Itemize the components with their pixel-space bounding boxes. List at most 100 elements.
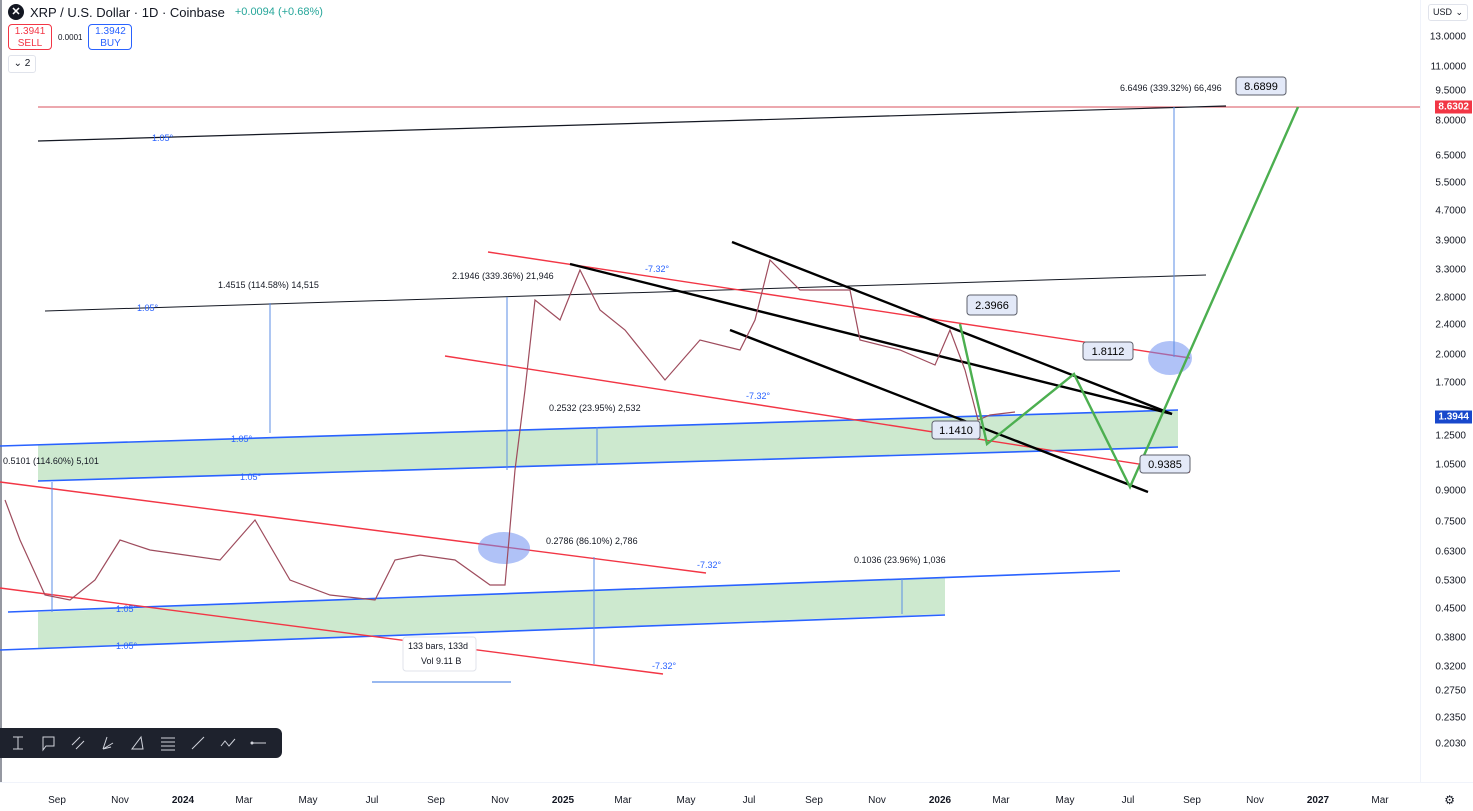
time-label: Jul — [365, 795, 379, 806]
time-label: 2025 — [551, 795, 575, 806]
time-label: Sep — [805, 795, 823, 806]
price-tick: 0.9000 — [1435, 485, 1466, 497]
svg-text:8.6899: 8.6899 — [1244, 81, 1278, 93]
chart-left-border — [0, 0, 2, 782]
measure-1036-label: 0.1036 (23.96%) 1,036 — [854, 555, 946, 565]
angle-label: -7.32° — [652, 661, 677, 671]
path-forecast-icon[interactable] — [216, 731, 240, 755]
time-label: Mar — [614, 795, 632, 806]
buy-price: 1.3942 — [95, 26, 126, 37]
price-tick: 3.3000 — [1435, 264, 1466, 276]
price-tick: 6.5000 — [1435, 150, 1466, 162]
time-label: Jul — [1121, 795, 1135, 806]
measure-top-label: 6.6496 (339.32%) 66,496 — [1120, 83, 1222, 93]
time-label: Mar — [1371, 795, 1389, 806]
angle-label: -7.32° — [746, 391, 771, 401]
sell-label: SELL — [17, 38, 43, 49]
price-axis[interactable]: USD ⌄ 13.0000 11.0000 9.5000 8.0000 6.50… — [1420, 0, 1473, 782]
svg-text:0.9385: 0.9385 — [1148, 459, 1182, 471]
angle-label: -7.32° — [697, 560, 722, 570]
time-label: Sep — [427, 795, 445, 806]
time-label: 2027 — [1306, 795, 1330, 806]
measure-2786-label: 0.2786 (86.10%) 2,786 — [546, 536, 638, 546]
time-label: Mar — [992, 795, 1010, 806]
measure-21946-label: 2.1946 (339.36%) 21,946 — [452, 271, 554, 281]
chart-canvas[interactable]: 2.3966 1.8112 1.1410 0.9385 8.6899 — [0, 0, 1420, 782]
time-label: Nov — [111, 795, 129, 806]
svg-text:1.1410: 1.1410 — [939, 425, 973, 437]
price-tick: 0.6300 — [1435, 546, 1466, 558]
time-axis[interactable]: Sep Nov 2024 Mar May Jul Sep Nov 2025 Ma… — [0, 782, 1473, 811]
spread-value: 0.0001 — [58, 32, 83, 42]
buy-button[interactable]: 1.3942 BUY — [88, 24, 133, 50]
settings-gear-icon[interactable]: ⚙ — [1444, 793, 1455, 807]
angle-label: 1.05° — [240, 472, 262, 482]
price-tick: 11.0000 — [1430, 61, 1466, 73]
callout-23966: 2.3966 — [975, 300, 1009, 312]
buy-label: BUY — [100, 38, 121, 49]
price-tick: 9.5000 — [1435, 85, 1466, 97]
price-tick: 5.5000 — [1435, 177, 1466, 189]
angle-label: 1.05° — [231, 434, 253, 444]
price-tick: 2.0000 — [1435, 349, 1466, 361]
time-label: Nov — [1246, 795, 1264, 806]
time-label: 2024 — [171, 795, 195, 806]
sell-button[interactable]: 1.3941 SELL — [8, 24, 52, 50]
price-tick: 0.7500 — [1435, 516, 1466, 528]
price-tick: 8.0000 — [1435, 115, 1466, 127]
measure-2532-label: 0.2532 (23.95%) 2,532 — [549, 403, 641, 413]
current-price-tag: 1.3944 — [1435, 410, 1472, 424]
time-label: Sep — [1183, 795, 1201, 806]
price-tick: 0.3800 — [1435, 632, 1466, 644]
price-tick: 1.7000 — [1435, 377, 1466, 389]
price-tick: 4.7000 — [1435, 205, 1466, 217]
trend-line-icon[interactable] — [186, 731, 210, 755]
range-bars-label: 133 bars, 133d — [408, 641, 469, 651]
fib-retracement-icon[interactable] — [156, 731, 180, 755]
time-label: Jul — [742, 795, 756, 806]
time-label: 2026 — [928, 795, 952, 806]
pitchfork-icon[interactable] — [96, 731, 120, 755]
time-label: Nov — [491, 795, 509, 806]
angle-label: 1.05° — [116, 641, 138, 651]
time-label: Nov — [868, 795, 886, 806]
price-tick: 13.0000 — [1429, 31, 1466, 43]
symbol-title[interactable]: XRP / U.S. Dollar · 1D · Coinbase — [30, 4, 225, 20]
price-tick: 0.2750 — [1435, 685, 1466, 697]
parallel-channel-icon[interactable] — [66, 731, 90, 755]
svg-text:1.8112: 1.8112 — [1092, 346, 1125, 358]
price-tick: 1.2500 — [1435, 430, 1466, 442]
angle-label: -7.32° — [645, 264, 670, 274]
drawing-toolbar — [0, 728, 282, 758]
symbol-header: ✕ XRP / U.S. Dollar · 1D · Coinbase +0.0… — [8, 4, 323, 73]
price-tick: 0.4500 — [1435, 603, 1466, 615]
callout-icon[interactable] — [36, 731, 60, 755]
time-label: Mar — [235, 795, 253, 806]
sell-price: 1.3941 — [14, 26, 46, 37]
horizontal-ray-icon[interactable] — [246, 731, 270, 755]
indicators-collapse-button[interactable]: ⌄ 2 — [8, 55, 36, 73]
price-tick: 3.9000 — [1435, 235, 1466, 247]
price-range-icon[interactable] — [6, 731, 30, 755]
price-tick: 1.0500 — [1435, 459, 1466, 471]
price-tick: 0.3200 — [1435, 661, 1466, 673]
price-tick: 2.4000 — [1435, 319, 1466, 331]
measure-14515-label: 1.4515 (114.58%) 14,515 — [218, 280, 319, 290]
price-tick: 0.5300 — [1435, 575, 1466, 587]
time-label: May — [1055, 795, 1075, 806]
currency-select[interactable]: USD ⌄ — [1428, 4, 1468, 21]
angle-label: 1.05° — [137, 303, 159, 313]
chevron-down-icon: ⌄ — [1455, 7, 1463, 17]
price-tick: 2.8000 — [1435, 292, 1466, 304]
range-vol-label: Vol 9.11 B — [421, 656, 462, 666]
chevron-down-icon: ⌄ — [13, 58, 23, 69]
angle-label: 1.05° — [152, 133, 174, 143]
angle-label: 1.05° — [116, 604, 138, 614]
price-tick: 0.2350 — [1435, 712, 1466, 724]
measure-5101-label: 0.5101 (114.60%) 5,101 — [3, 456, 99, 466]
price-tick: 0.2030 — [1435, 738, 1466, 750]
target-price-tag: 8.6302 — [1435, 100, 1472, 114]
indicator-count: 2 — [24, 58, 31, 69]
time-label: May — [676, 795, 696, 806]
arc-icon[interactable] — [126, 731, 150, 755]
